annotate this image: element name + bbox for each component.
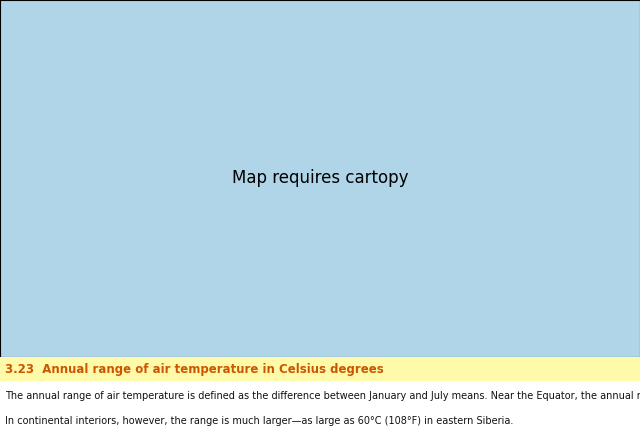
Text: 3.23  Annual range of air temperature in Celsius degrees: 3.23 Annual range of air temperature in …	[5, 363, 384, 375]
Text: The annual range of air temperature is defined as the difference between January: The annual range of air temperature is d…	[5, 391, 640, 401]
Text: Map requires cartopy: Map requires cartopy	[232, 170, 408, 187]
Text: In continental interiors, however, the range is much larger—as large as 60°C (10: In continental interiors, however, the r…	[5, 417, 513, 426]
